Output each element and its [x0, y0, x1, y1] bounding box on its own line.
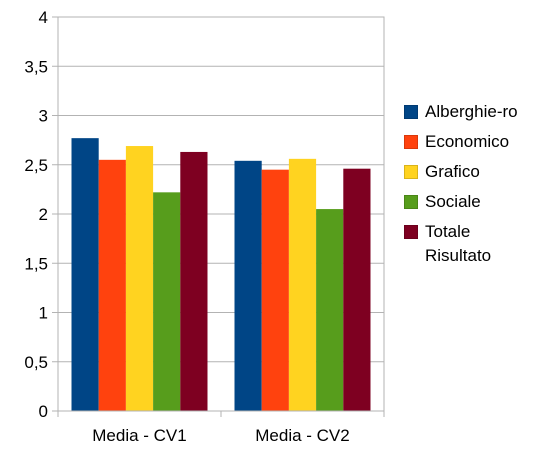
legend-label: Alberghie-ro — [425, 102, 518, 121]
y-tick-label: 1,5 — [24, 254, 48, 273]
bar — [288, 158, 317, 411]
legend-label: Economico — [425, 132, 510, 151]
legend-swatch — [404, 105, 418, 119]
bars — [71, 138, 371, 411]
bar — [153, 192, 181, 411]
y-tick-label: 1 — [39, 304, 48, 323]
legend-label: Sociale — [425, 192, 481, 211]
legend-swatch — [404, 225, 418, 239]
legend-swatch — [404, 165, 418, 179]
bar — [343, 168, 371, 411]
bar — [234, 160, 262, 411]
x-tick-label: Media - CV2 — [255, 426, 349, 445]
bar — [180, 151, 208, 411]
legend-item: Grafico — [404, 160, 536, 184]
y-tick-label: 3 — [39, 107, 48, 126]
bar — [125, 146, 154, 411]
bar — [98, 159, 126, 411]
legend: Alberghie-ro Economico Grafico Sociale Total… — [404, 100, 536, 274]
axes — [52, 16, 385, 417]
legend-label: Totale Risultato — [425, 222, 492, 265]
y-tick-label: 2,5 — [24, 156, 48, 175]
bar — [71, 138, 99, 411]
y-tick-label: 2 — [39, 205, 48, 224]
bar — [261, 169, 289, 411]
x-tick-labels: Media - CV1 Media - CV2 — [92, 426, 349, 445]
bar — [316, 209, 344, 411]
y-tick-label: 0 — [39, 402, 48, 421]
y-tick-label: 0,5 — [24, 353, 48, 372]
legend-item: Sociale — [404, 190, 536, 214]
legend-label: Grafico — [425, 162, 480, 181]
legend-item: Economico — [404, 130, 536, 154]
legend-item: Totale Risultato — [404, 220, 536, 268]
legend-item: Alberghie-ro — [404, 100, 536, 124]
y-tick-label: 4 — [39, 8, 48, 27]
x-tick-label: Media - CV1 — [92, 426, 186, 445]
y-tick-labels: 0 0,5 1 1,5 2 2,5 3 3,5 4 — [24, 8, 48, 421]
legend-swatch — [404, 135, 418, 149]
legend-swatch — [404, 195, 418, 209]
y-tick-label: 3,5 — [24, 57, 48, 76]
